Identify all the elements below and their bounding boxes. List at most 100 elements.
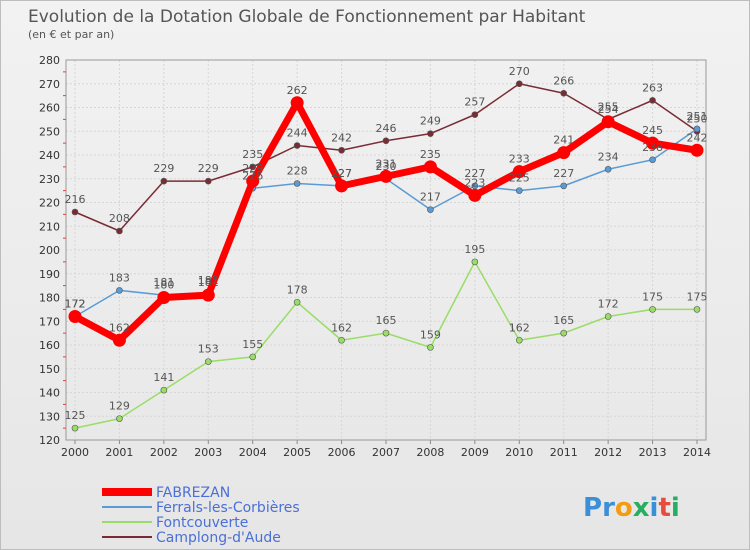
label-camplong-d-aude-2003: 229: [198, 162, 219, 175]
point-ferrals-les-corbi-res-2013: [649, 156, 656, 164]
logo-letter: t: [658, 493, 670, 523]
label-fabrezan-2012: 254: [598, 103, 619, 116]
label-fabrezan-2000: 172: [65, 298, 86, 311]
label-ferrals-les-corbi-res-2003: 182: [198, 274, 219, 287]
label-camplong-d-aude-2007: 246: [376, 122, 397, 135]
x-tick-2010: 2010: [505, 446, 533, 459]
point-fabrezan-2005: [290, 96, 304, 110]
plot-border: [65, 59, 707, 441]
point-fabrezan-2001: [112, 333, 126, 347]
point-camplong-d-aude-2004: [249, 163, 257, 171]
x-tick-2003: 2003: [194, 446, 222, 459]
x-tick-2004: 2004: [239, 446, 267, 459]
point-camplong-d-aude-2008: [427, 130, 434, 137]
label-fontcouverte-2004: 155: [242, 338, 263, 351]
label-fontcouverte-2011: 165: [553, 314, 574, 327]
x-tick-2008: 2008: [416, 446, 444, 459]
logo-letter: o: [615, 493, 633, 523]
label-camplong-d-aude-2005: 244: [287, 127, 308, 140]
label-fabrezan-2010: 233: [509, 153, 530, 166]
y-tick-260: 260: [39, 102, 60, 115]
point-fontcouverte-2010: [515, 336, 523, 344]
label-ferrals-les-corbi-res-2005: 228: [287, 165, 308, 178]
point-fontcouverte-2000: [71, 424, 79, 432]
x-tick-2000: 2000: [61, 446, 89, 459]
point-camplong-d-aude-2001: [116, 227, 123, 235]
point-camplong-d-aude-2009: [471, 111, 479, 118]
y-tick-270: 270: [39, 78, 60, 91]
y-tick-150: 150: [39, 363, 60, 376]
label-fabrezan-2006: 227: [331, 167, 352, 180]
y-tick-280: 280: [39, 54, 60, 67]
point-fontcouverte-2007: [382, 329, 390, 337]
point-fontcouverte-2004: [249, 353, 257, 361]
label-fontcouverte-2002: 141: [153, 371, 174, 384]
y-tick-240: 240: [39, 149, 60, 162]
label-fabrezan-2007: 231: [376, 157, 397, 170]
label-ferrals-les-corbi-res-2012: 234: [598, 150, 619, 163]
point-fabrezan-2014: [690, 143, 704, 157]
logo-letter: P: [583, 493, 602, 523]
point-fabrezan-2007: [379, 169, 393, 183]
legend-label-camplong-d-aude: Camplong-d'Aude: [156, 530, 281, 546]
y-tick-160: 160: [39, 339, 60, 352]
x-tick-2001: 2001: [105, 446, 133, 459]
y-tick-200: 200: [39, 244, 60, 257]
point-camplong-d-aude-2003: [204, 177, 212, 185]
label-ferrals-les-corbi-res-2000: 172: [65, 298, 86, 311]
y-tick-220: 220: [39, 197, 60, 210]
label-fontcouverte-2006: 162: [331, 321, 352, 334]
label-fontcouverte-2007: 165: [376, 314, 397, 327]
label-ferrals-les-corbi-res-2002: 181: [153, 276, 174, 289]
chart-title: Evolution de la Dotation Globale de Fonc…: [28, 7, 586, 27]
label-fabrezan-2003: 181: [198, 276, 219, 289]
label-fabrezan-2011: 241: [553, 134, 574, 147]
label-ferrals-les-corbi-res-2007: 230: [376, 160, 397, 173]
point-ferrals-les-corbi-res-2012: [604, 165, 612, 173]
y-tick-170: 170: [39, 315, 60, 328]
point-ferrals-les-corbi-res-2008: [427, 206, 434, 213]
label-fontcouverte-2005: 178: [287, 283, 308, 296]
point-ferrals-les-corbi-res-2005: [293, 180, 301, 187]
y-tick-180: 180: [39, 292, 60, 305]
point-fontcouverte-2008: [427, 344, 434, 351]
y-tick-130: 130: [39, 410, 60, 423]
point-camplong-d-aude-2011: [560, 89, 568, 97]
legend-label-ferrals-les-corbi-res: Ferrals-les-Corbières: [156, 500, 300, 516]
label-ferrals-les-corbi-res-2001: 183: [109, 271, 130, 284]
point-ferrals-les-corbi-res-2014: [693, 125, 701, 133]
label-fabrezan-2009: 223: [464, 176, 485, 189]
point-fontcouverte-2014: [693, 306, 701, 313]
point-fontcouverte-2006: [338, 336, 345, 344]
proxiti-logo: Proxiti: [583, 493, 680, 523]
x-tick-2009: 2009: [461, 446, 489, 459]
label-camplong-d-aude-2002: 229: [153, 162, 174, 175]
logo-letter: i: [671, 493, 680, 523]
label-fabrezan-2001: 162: [109, 321, 130, 334]
point-camplong-d-aude-2010: [515, 80, 523, 88]
label-fontcouverte-2003: 153: [198, 343, 219, 356]
label-camplong-d-aude-2014: 250: [687, 112, 708, 125]
point-fabrezan-2013: [646, 136, 660, 150]
y-tick-120: 120: [39, 434, 60, 447]
point-fontcouverte-2005: [293, 298, 301, 306]
label-camplong-d-aude-2001: 208: [109, 212, 130, 225]
point-camplong-d-aude-2007: [382, 137, 390, 145]
y-tick-230: 230: [39, 173, 60, 186]
label-fontcouverte-2000: 125: [65, 409, 86, 422]
label-ferrals-les-corbi-res-2008: 217: [420, 191, 441, 204]
point-fontcouverte-2013: [649, 306, 656, 313]
label-fontcouverte-2013: 175: [642, 290, 663, 303]
y-tick-250: 250: [39, 125, 60, 138]
point-fabrezan-2008: [423, 160, 437, 174]
point-camplong-d-aude-2005: [293, 142, 301, 149]
x-tick-2012: 2012: [594, 446, 622, 459]
y-tick-210: 210: [39, 220, 60, 233]
point-fabrezan-2006: [335, 179, 349, 193]
point-fontcouverte-2009: [471, 258, 479, 266]
label-fontcouverte-2010: 162: [509, 321, 530, 334]
point-camplong-d-aude-2006: [338, 146, 345, 154]
point-fabrezan-2009: [468, 188, 482, 202]
chart-subtitle: (en € et par an): [28, 28, 114, 41]
